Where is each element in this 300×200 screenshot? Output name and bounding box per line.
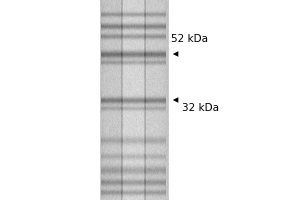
Bar xyxy=(0,0,99,200)
Bar xyxy=(169,0,300,200)
Text: 52 kDa: 52 kDa xyxy=(171,34,208,44)
Text: 32 kDa: 32 kDa xyxy=(182,103,219,113)
